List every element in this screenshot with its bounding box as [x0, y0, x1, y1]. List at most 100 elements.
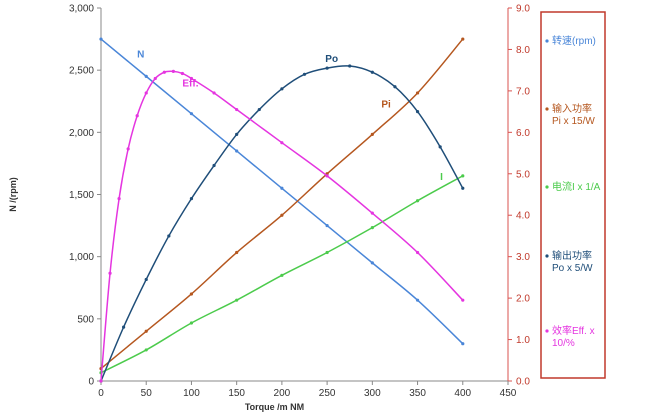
- legend-entry-line: 效率Eff. x: [552, 324, 595, 337]
- data-point-pi: [144, 329, 148, 333]
- data-point-po: [189, 197, 194, 201]
- data-point-po: [461, 186, 465, 190]
- y-right-tick-label: 5.0: [516, 169, 530, 180]
- legend-entry-pi: 输入功率 Pi x 15/W: [552, 102, 595, 127]
- legend-entry-n: 转速(rpm): [552, 34, 596, 47]
- data-point-eff: [135, 114, 139, 118]
- series-label-po: Po: [325, 54, 338, 65]
- data-point-n: [189, 112, 194, 116]
- legend-entry-line: 转速(rpm): [552, 34, 596, 47]
- data-point-eff: [117, 197, 121, 201]
- data-point-po: [144, 277, 148, 282]
- data-point-n: [415, 298, 420, 302]
- data-point-eff: [280, 141, 284, 145]
- y-left-tick-label: 2,500: [69, 66, 94, 77]
- data-point-pi: [189, 292, 194, 296]
- data-point-po: [393, 85, 397, 89]
- series-line-n: [100, 38, 464, 345]
- data-point-po: [348, 64, 352, 68]
- x-tick-label: 400: [454, 388, 471, 399]
- legend-entry-i: 电流I x 1/A: [552, 180, 601, 193]
- legend-entry-eff: 效率Eff. x 10/%: [552, 324, 595, 349]
- data-point-eff: [235, 107, 239, 112]
- data-point-eff: [144, 91, 148, 95]
- data-point-pi: [370, 132, 374, 137]
- legend-entry-line: 电流I x 1/A: [552, 180, 601, 193]
- data-point-eff: [108, 271, 112, 275]
- y-axis-title: N /(rpm): [8, 177, 18, 212]
- series-label-n: N: [137, 50, 144, 61]
- series-line-eff: [100, 70, 464, 382]
- data-point-i: [461, 174, 465, 178]
- y-right-tick-label: 1.0: [516, 335, 530, 346]
- y-right-tick-label: 9.0: [516, 4, 530, 15]
- data-point-po: [325, 66, 329, 70]
- data-point-n: [325, 223, 329, 228]
- series-label-eff: Eff.: [182, 79, 198, 90]
- legend-marker-n: [545, 39, 549, 43]
- x-tick-label: 300: [364, 388, 381, 399]
- data-point-n: [461, 342, 465, 346]
- data-point-eff: [126, 147, 130, 151]
- data-point-pi: [235, 250, 239, 255]
- y-right-tick-label: 4.0: [516, 211, 530, 222]
- y-right-tick-label: 3.0: [516, 252, 530, 263]
- data-point-po: [212, 163, 216, 168]
- legend-marker-eff: [545, 329, 549, 333]
- data-point-po: [235, 132, 239, 137]
- data-point-eff: [162, 70, 166, 74]
- x-tick-label: 350: [409, 388, 426, 399]
- data-point-po: [415, 110, 420, 114]
- data-point-pi: [280, 213, 284, 217]
- data-point-pi: [461, 37, 465, 41]
- data-point-pi: [415, 91, 420, 95]
- x-axis-title: Torque /m NM: [245, 402, 304, 412]
- data-point-po: [280, 87, 284, 91]
- series-label-i: I: [440, 172, 443, 183]
- data-point-eff: [325, 174, 329, 178]
- y-right-tick-label: 7.0: [516, 86, 530, 97]
- data-point-i: [370, 226, 374, 230]
- legend-box: [540, 11, 606, 379]
- y-left-tick-label: 1,000: [69, 252, 94, 263]
- data-point-po: [257, 107, 261, 112]
- y-left-tick-label: 500: [77, 314, 94, 325]
- legend-marker-po: [545, 254, 549, 258]
- y-left-tick-label: 3,000: [69, 4, 94, 15]
- y-right-tick-label: 0.0: [516, 377, 530, 388]
- data-point-eff: [99, 379, 103, 383]
- series-label-pi: Pi: [381, 99, 391, 110]
- data-point-po: [122, 325, 126, 329]
- x-tick-label: 450: [500, 388, 517, 399]
- data-point-eff: [370, 211, 374, 215]
- data-point-po: [167, 234, 171, 238]
- x-tick-label: 100: [183, 388, 200, 399]
- data-point-i: [144, 348, 148, 352]
- data-point-n: [144, 74, 148, 78]
- series-line-po: [100, 65, 464, 382]
- data-point-po: [438, 145, 442, 149]
- y-right-tick-label: 8.0: [516, 45, 530, 56]
- data-point-i: [325, 250, 329, 255]
- y-left-tick-label: 2,000: [69, 128, 94, 139]
- data-point-i: [189, 321, 194, 325]
- data-point-i: [415, 199, 420, 203]
- legend-entry-line: 输入功率: [552, 102, 592, 115]
- data-point-eff: [461, 298, 465, 302]
- x-tick-label: 200: [274, 388, 291, 399]
- y-right-tick-label: 2.0: [516, 294, 530, 305]
- legend-entry-line: Pi x 15/W: [552, 116, 595, 127]
- legend-entry-line: 输出功率: [552, 249, 592, 262]
- x-tick-label: 0: [98, 388, 104, 399]
- data-point-po: [302, 72, 307, 76]
- data-point-i: [235, 298, 239, 302]
- legend-entry-line: Po x 5/W: [552, 263, 593, 274]
- data-point-i: [280, 273, 284, 277]
- data-point-po: [370, 70, 374, 74]
- data-point-n: [370, 261, 374, 265]
- legend-entry-line: 10/%: [552, 338, 575, 349]
- x-tick-label: 50: [141, 388, 153, 399]
- y-left-tick-label: 0: [88, 377, 94, 388]
